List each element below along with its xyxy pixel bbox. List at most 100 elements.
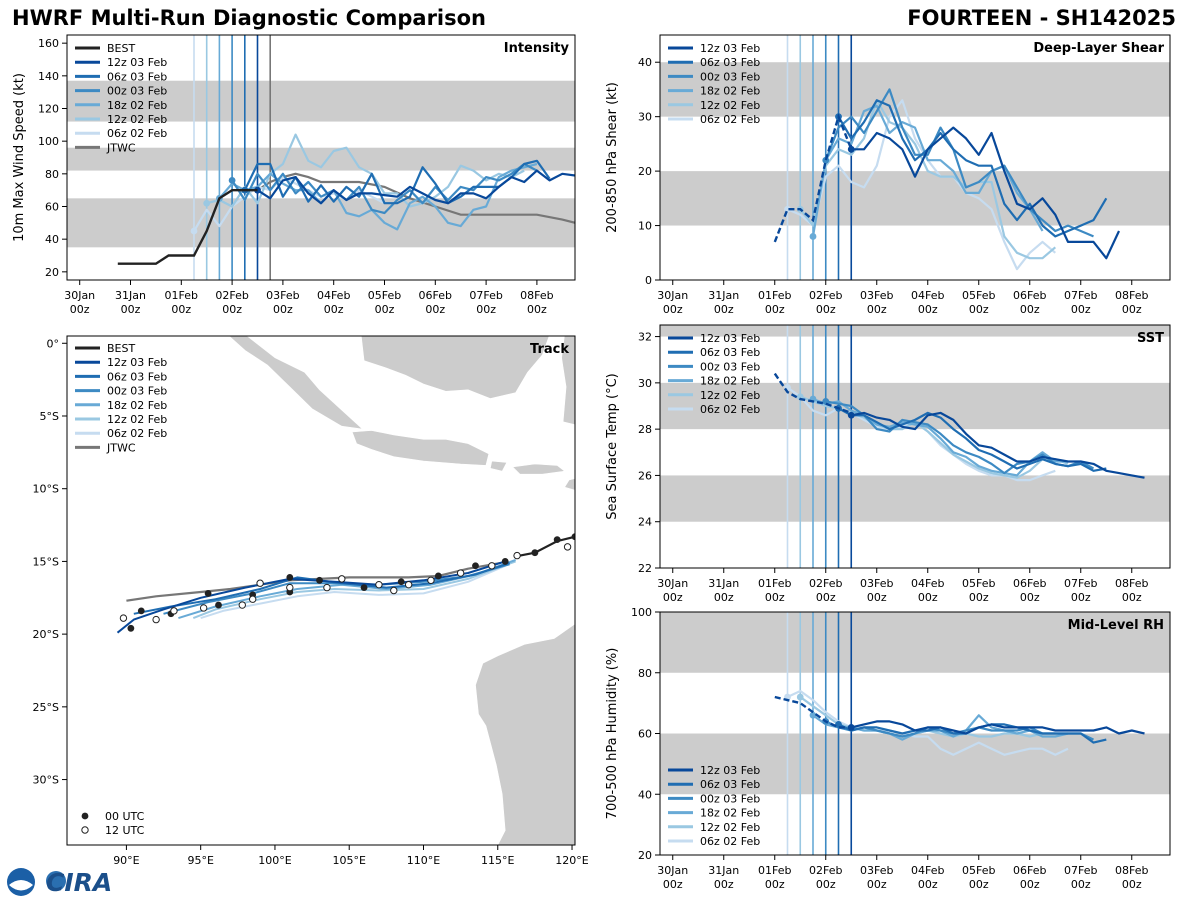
x-tick-label: 05Feb [368, 289, 401, 302]
track-marker-00utc [204, 590, 212, 597]
threshold-band [660, 612, 1170, 673]
x-tick-label: 00z [765, 878, 785, 891]
track-marker-12utc [323, 583, 331, 592]
x-tick-label: 03Feb [860, 577, 893, 590]
x-tick-label: 06Feb [1013, 289, 1046, 302]
x-tick-label: 30Jan [657, 289, 688, 302]
y-tick-label: 0° [47, 337, 60, 350]
y-axis-label: Sea Surface Temp (°C) [605, 373, 620, 520]
shear-panel: 01020304030Jan00z31Jan00z01Feb00z02Feb00… [605, 34, 1171, 316]
legend-label: 06z 03 Feb [107, 70, 167, 83]
y-tick-label: 5°S [40, 410, 59, 423]
sst-panel: 22242628303230Jan00z31Jan00z01Feb00z02Fe… [605, 324, 1171, 604]
series-line [837, 99, 1108, 238]
legend-label: 18z 02 Feb [107, 399, 167, 412]
x-tick-label: 00z [1020, 878, 1040, 891]
y-tick-label: 28 [638, 423, 652, 436]
legend-label: 06z 03 Feb [107, 370, 167, 383]
y-tick-label: 30 [638, 111, 652, 124]
track-marker-12utc [152, 615, 160, 624]
series-best [117, 189, 258, 265]
x-tick-label: 00z [1122, 878, 1142, 891]
track-marker-12utc [456, 569, 465, 577]
legend-label: 12z 02 Feb [700, 821, 760, 834]
x-tick-label: 04Feb [911, 577, 944, 590]
plot-area [660, 612, 1170, 855]
rh-panel: 2040608010030Jan00z31Jan00z01Feb00z02Feb… [605, 606, 1171, 891]
y-tick-label: 32 [638, 331, 652, 344]
x-tick-label: 00z [171, 303, 191, 316]
legend-label: 00z 03 Feb [700, 70, 760, 83]
plot-area [660, 325, 1170, 568]
series-line [231, 162, 538, 215]
series-jtwc [256, 172, 575, 224]
x-tick-label: 00z [867, 878, 887, 891]
legend-label: JTWC [106, 441, 136, 454]
x-tick-label: 00z [70, 303, 90, 316]
series-line [851, 720, 1145, 735]
series-start-marker [847, 145, 855, 153]
track-marker-00utc [571, 533, 575, 541]
y-tick-label: 60 [638, 728, 652, 741]
y-tick-label: 160 [38, 37, 59, 50]
series-start-marker [809, 233, 817, 240]
map-area [116, 336, 575, 845]
legend-label: 00z 03 Feb [700, 360, 760, 373]
series-line [837, 407, 1107, 472]
y-tick-label: 40 [45, 233, 59, 246]
series-start-marker [228, 176, 236, 184]
y-tick-label: 22 [638, 562, 652, 575]
x-tick-label: 00z [714, 591, 734, 604]
x-tick-label: 01Feb [758, 864, 791, 877]
legend-label: JTWC [106, 141, 136, 154]
track-marker-12utc [563, 543, 572, 551]
legend-label: BEST [107, 42, 135, 55]
track-marker-00utc [397, 578, 405, 586]
y-tick-label: 20 [45, 266, 59, 279]
x-tick-label: 31Jan [708, 864, 739, 877]
y-tick-label: 100 [38, 135, 59, 148]
x-tick-label: 01Feb [758, 577, 791, 590]
panel-title: Deep-Layer Shear [1033, 41, 1164, 56]
x-tick-label: 30Jan [657, 577, 688, 590]
y-tick-label: 40 [638, 56, 652, 69]
x-tick-label: 00z [1071, 303, 1091, 316]
x-tick-label: 00z [121, 303, 141, 316]
x-tick-label: 00z [867, 303, 887, 316]
series-start-marker [847, 411, 855, 419]
y-tick-label: 25°S [33, 701, 59, 714]
track-marker-12utc [286, 583, 294, 592]
page-title: HWRF Multi-Run Diagnostic Comparison [12, 6, 487, 30]
track-marker-12utc [488, 562, 496, 570]
x-tick-label: 110°E [407, 854, 440, 867]
track-marker-00utc [472, 562, 479, 570]
y-tick-label: 30°S [33, 774, 59, 787]
track-line [192, 560, 516, 620]
x-tick-label: 00z [1020, 591, 1040, 604]
x-tick-label: 00z [969, 878, 989, 891]
legend-label: 12z 03 Feb [700, 332, 760, 345]
legend-label: 06z 02 Feb [107, 427, 167, 440]
x-tick-label: 03Feb [860, 289, 893, 302]
x-tick-label: 06Feb [1013, 864, 1046, 877]
x-tick-label: 00z [663, 303, 683, 316]
land-mass [561, 336, 575, 426]
track-marker-12utc [256, 579, 264, 587]
plot-frame [659, 34, 1171, 281]
x-tick-label: 00z [663, 878, 683, 891]
legend-label: 00 UTC [105, 810, 145, 823]
track-line [116, 560, 506, 634]
land-mass [511, 463, 566, 475]
x-tick-label: 31Jan [708, 577, 739, 590]
legend-label: 06z 03 Feb [700, 778, 760, 791]
x-tick-label: 00z [969, 303, 989, 316]
series-best [774, 695, 852, 729]
x-tick-label: 00z [476, 303, 496, 316]
land-mass [489, 460, 508, 472]
legend-label: BEST [107, 342, 135, 355]
legend-label: 06z 02 Feb [700, 403, 760, 416]
y-axis-label: 700-500 hPa Humidity (%) [605, 648, 620, 820]
track-panel: 90°E 95°E 100°E 105°E 110°E 115°E 120°E 0° 5°S 10… [33, 335, 589, 867]
legend-label: 18z 02 Feb [107, 99, 167, 112]
